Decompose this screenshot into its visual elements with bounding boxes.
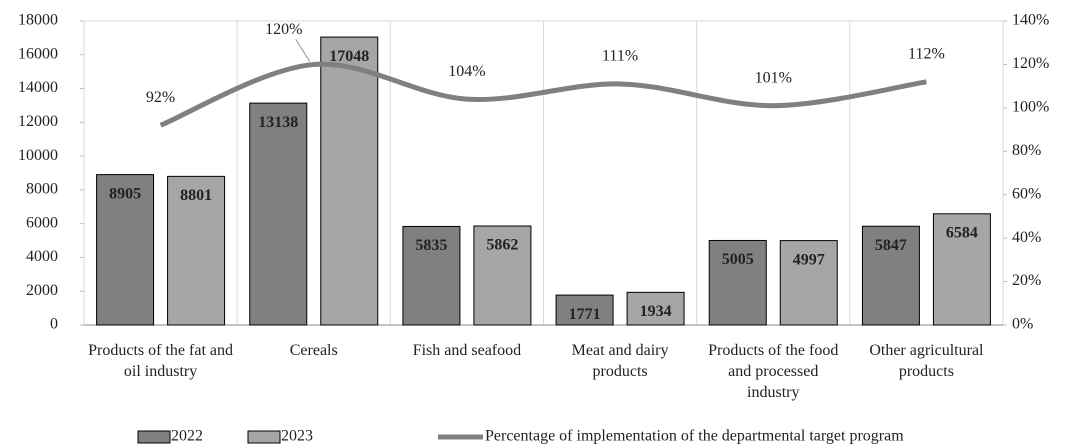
line-value-label: 111% [602, 48, 638, 65]
bar [555, 294, 614, 326]
y2-tick-label: 0% [1012, 316, 1033, 333]
y2-tick-label: 20% [1012, 272, 1041, 289]
y-tick-label: 14000 [18, 79, 58, 96]
bar-value-label: 6584 [946, 224, 978, 241]
y2-tick-label: 140% [1012, 12, 1049, 29]
bar [779, 240, 838, 326]
x-tick-label: Meat and dairy products [571, 342, 669, 380]
y-tick-label: 10000 [18, 147, 58, 164]
y-tick-label: 6000 [26, 214, 58, 231]
bar-value-label: 13138 [258, 114, 298, 131]
bar-value-label: 5005 [722, 251, 754, 268]
x-tick-label: Fish and seafood [412, 342, 522, 359]
legend-swatch [247, 430, 281, 444]
y-tick-label: 18000 [18, 12, 58, 29]
y-tick-label: 0 [50, 316, 58, 333]
bar-value-label: 4997 [793, 251, 825, 268]
y-tick-label: 16000 [18, 45, 58, 62]
bar-value-label: 8905 [109, 185, 141, 202]
bar [402, 225, 461, 326]
y2-tick-label: 100% [1012, 99, 1049, 116]
bar [861, 225, 920, 326]
line-value-label: 112% [908, 45, 945, 62]
x-tick-label: Cereals [289, 342, 338, 359]
bar-value-label: 1934 [640, 303, 672, 320]
y-tick-label: 8000 [26, 181, 58, 198]
line-value-label: 120% [265, 21, 302, 38]
bar [473, 225, 532, 326]
y2-tick-label: 40% [1012, 229, 1041, 246]
x-tick-label: Products of the food and processed indus… [708, 342, 839, 401]
y2-tick-label: 80% [1012, 142, 1041, 159]
line-value-label: 104% [448, 63, 485, 80]
line-value-label: 101% [755, 69, 792, 86]
bar-value-label: 8801 [180, 187, 212, 204]
legend-swatch [137, 430, 171, 444]
line-value-label: 92% [146, 89, 175, 106]
legend-label: 2022 [171, 428, 203, 445]
bar [320, 36, 379, 326]
bar-value-label: 1771 [569, 306, 601, 323]
leader-line [295, 39, 311, 62]
bar-value-label: 5847 [875, 237, 907, 254]
line-series [159, 61, 927, 128]
x-tick-label: Products of the fat and oil industry [88, 342, 233, 380]
bar [708, 239, 767, 326]
y-tick-label: 2000 [26, 282, 58, 299]
bar-value-label: 5835 [415, 237, 447, 254]
bar-value-label: 5862 [486, 237, 518, 254]
x-tick-label: Other agricultural products [869, 342, 984, 380]
bar [167, 175, 226, 326]
legend-label: 2023 [281, 428, 313, 445]
y-tick-label: 4000 [26, 248, 58, 265]
bar [626, 291, 685, 326]
y-tick-label: 12000 [18, 113, 58, 130]
bar [96, 174, 155, 326]
y2-tick-label: 60% [1012, 185, 1041, 202]
y2-tick-label: 120% [1012, 55, 1049, 72]
legend-label: Percentage of implementation of the depa… [485, 428, 904, 445]
bar-value-label: 17048 [329, 48, 369, 65]
bar [249, 102, 308, 326]
bar [932, 213, 991, 326]
